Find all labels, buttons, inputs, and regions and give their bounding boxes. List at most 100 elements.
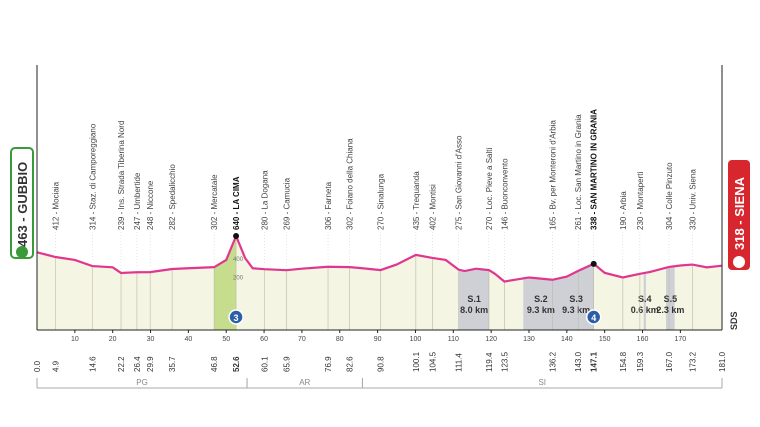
waypoint-name: 338 - SAN MARTINO IN GRANIA	[590, 109, 599, 230]
distance-label: 4.9	[52, 360, 61, 372]
distance-label: 29.9	[146, 356, 155, 372]
waypoint-name: 640 - LA CIMA	[232, 176, 241, 230]
x-tick-label: 40	[184, 336, 192, 343]
distance-label: 119.4	[485, 352, 494, 372]
distance-label: 22.2	[117, 356, 126, 372]
y-tick-label: 200	[233, 276, 244, 282]
sector-length: 2.3 km	[656, 305, 684, 315]
waypoint-name: 314 - Staz. di Camporeggiano	[88, 123, 97, 230]
gravel-sector	[558, 263, 594, 330]
profile-area	[37, 236, 722, 330]
y-tick-label: 400	[233, 257, 244, 263]
climb-category: 3	[234, 313, 239, 323]
waypoint-name: 330 - Univ. Siena	[688, 169, 697, 230]
x-tick-label: 130	[523, 336, 535, 343]
x-tick-label: 60	[260, 336, 268, 343]
waypoint-name: 239 - Ins. Strada Tiberina Nord	[117, 121, 126, 230]
climb-badge	[228, 309, 244, 325]
climb-band	[214, 236, 237, 330]
sector-name: S.4	[638, 294, 652, 304]
gravel-sector	[643, 272, 646, 330]
distance-label: 60.1	[260, 356, 269, 372]
distance-label: 14.6	[88, 356, 97, 372]
distance-label: 159.3	[636, 351, 645, 372]
waypoint-name: 269 - Camucia	[282, 177, 291, 230]
x-tick-label: 20	[109, 336, 117, 343]
distance-label: 26.4	[133, 356, 142, 372]
x-tick-label: 140	[561, 336, 573, 343]
x-tick-label: 120	[485, 336, 497, 343]
x-tick-label: 170	[675, 336, 687, 343]
waypoint-name: 248 - Niccone	[146, 180, 155, 230]
sector-length: 0.6 km	[631, 305, 659, 315]
waypoint-name: 412 - Mociaia	[52, 181, 61, 230]
distance-label: 181.0	[718, 351, 727, 372]
waypoint-name: 190 - Arbia	[619, 191, 628, 230]
waypoint-name: 270 - Loc. Pieve a Salti	[485, 148, 494, 230]
distance-label: 167.0	[665, 351, 674, 372]
distance-label: 0.0	[33, 360, 42, 372]
waypoint-name: 304 - Colle Pinzuto	[665, 162, 674, 230]
x-tick-label: 70	[298, 336, 306, 343]
distance-label: 35.7	[168, 356, 177, 372]
distance-label: 100.1	[412, 351, 421, 372]
waypoint-name: 165 - Bv. per Monteroni d'Arbia	[548, 120, 557, 230]
distance-label: 104.5	[428, 351, 437, 372]
waypoint-name: 302 - Foiano della Chiana	[346, 138, 355, 230]
distance-label: 143.0	[574, 351, 583, 372]
summit-dot	[233, 233, 240, 239]
distance-label: 173.2	[688, 351, 697, 372]
finish-icon	[733, 256, 745, 268]
region-name: AR	[299, 378, 310, 387]
sector-name: S.2	[534, 294, 548, 304]
distance-label: 123.5	[500, 351, 509, 372]
waypoint-name: 230 - Montaperti	[636, 172, 645, 230]
climb-category: 4	[591, 313, 596, 323]
distance-label: 46.8	[210, 356, 219, 372]
waypoint-name: 247 - Umbertide	[133, 172, 142, 230]
x-tick-label: 100	[410, 336, 422, 343]
x-tick-label: 10	[71, 336, 79, 343]
badge: SDS	[729, 311, 739, 330]
distance-label: 65.9	[282, 356, 291, 372]
x-tick-label: 150	[599, 336, 611, 343]
waypoint-name: 275 - San Giovanni d'Asso	[455, 135, 464, 230]
x-tick-label: 90	[374, 336, 382, 343]
waypoint-name: 146 - Buonconvento	[500, 158, 509, 230]
start-icon	[16, 246, 28, 258]
x-tick-label: 110	[448, 336, 459, 343]
distance-label: 90.8	[377, 356, 386, 372]
waypoint-name: 302 - Mercatale	[210, 174, 219, 230]
distance-label: 76.9	[324, 356, 333, 372]
gravel-sector	[458, 268, 490, 330]
distance-label: 52.6	[232, 356, 241, 372]
x-tick-label: 160	[637, 336, 649, 343]
x-tick-label: 30	[147, 336, 155, 343]
waypoint-name: 435 - Trequanda	[412, 171, 421, 230]
gravel-sector	[665, 266, 675, 330]
distance-label: 136.2	[548, 351, 557, 372]
distance-label: 111.4	[455, 353, 464, 372]
sector-name: S.1	[467, 294, 481, 304]
waypoint-name: 282 - Spedalicchio	[168, 164, 177, 230]
summit-dot	[590, 260, 597, 267]
profile-line	[36, 233, 723, 283]
region-name: PG	[136, 378, 148, 387]
waypoint-name: 306 - Farneta	[324, 181, 333, 230]
gravel-sector	[523, 277, 559, 330]
sector-name: S.5	[664, 294, 678, 304]
finish-label: 318 - SIENA	[732, 176, 747, 250]
waypoint-name: 402 - Montisi	[428, 184, 437, 230]
x-tick-label: 80	[336, 336, 344, 343]
waypoint-name: 280 - La Dogana	[260, 170, 269, 230]
distance-label: 154.8	[619, 351, 628, 372]
distance-label: 82.6	[346, 356, 355, 372]
region-name: SI	[538, 378, 546, 387]
sector-length: 9.3 km	[562, 305, 590, 315]
finish-box	[728, 160, 750, 270]
sector-length: 9.3 km	[527, 305, 555, 315]
sector-length: 8.0 km	[460, 305, 488, 315]
climb-badge	[585, 309, 602, 325]
distance-label: 147.1	[590, 351, 599, 372]
